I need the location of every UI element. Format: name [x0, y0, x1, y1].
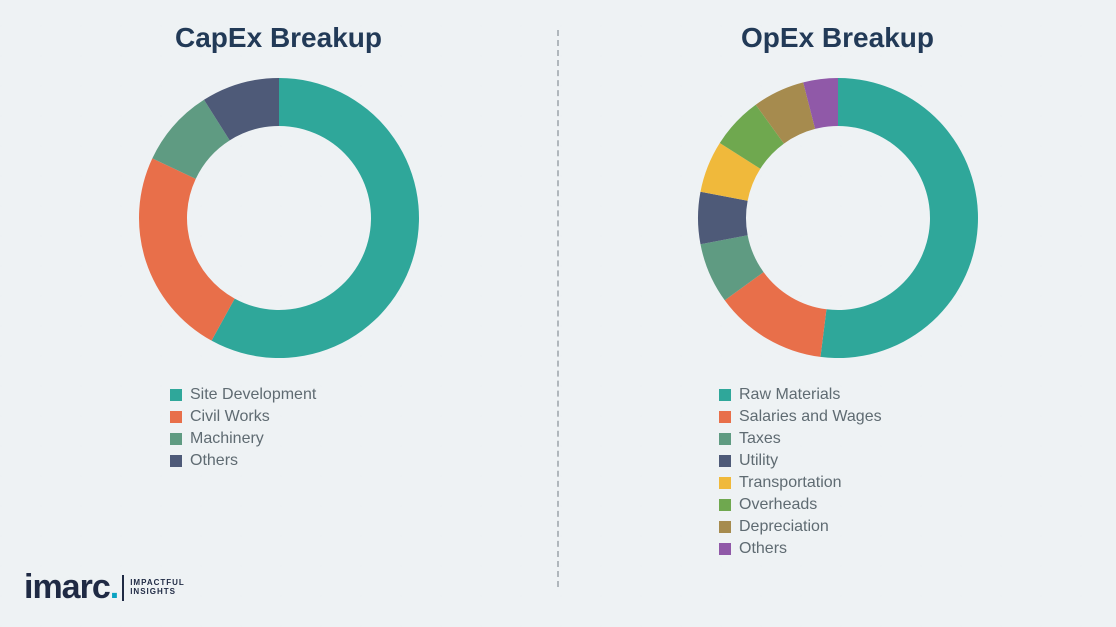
page-root: CapEx Breakup Site Development Civil Work…	[0, 0, 1116, 627]
opex-legend-row-4: Transportation	[719, 474, 882, 492]
opex-legend-swatch-6	[719, 521, 731, 533]
logo-tag-line2: INSIGHTS	[130, 587, 176, 596]
capex-legend-row-0: Site Development	[170, 386, 316, 404]
opex-slice-0	[820, 78, 978, 358]
logo-word: imarc.	[24, 568, 118, 607]
logo-separator	[122, 575, 124, 601]
capex-panel: CapEx Breakup Site Development Civil Work…	[0, 0, 557, 627]
capex-legend-label-3: Others	[190, 452, 238, 470]
capex-legend-swatch-3	[170, 455, 182, 467]
capex-donut-svg	[129, 68, 429, 368]
opex-legend: Raw Materials Salaries and Wages Taxes Util…	[579, 382, 882, 562]
opex-legend-label-0: Raw Materials	[739, 386, 840, 404]
opex-legend-label-4: Transportation	[739, 474, 842, 492]
opex-legend-swatch-1	[719, 411, 731, 423]
opex-legend-row-6: Depreciation	[719, 518, 882, 536]
opex-legend-swatch-3	[719, 455, 731, 467]
capex-legend-row-3: Others	[170, 452, 316, 470]
brand-logo: imarc. IMPACTFUL INSIGHTS	[24, 568, 185, 607]
opex-legend-swatch-5	[719, 499, 731, 511]
opex-legend-swatch-0	[719, 389, 731, 401]
opex-slice-3	[698, 192, 748, 244]
opex-legend-swatch-7	[719, 543, 731, 555]
logo-dot-icon: .	[110, 568, 118, 606]
opex-legend-row-1: Salaries and Wages	[719, 408, 882, 426]
capex-legend-label-2: Machinery	[190, 430, 264, 448]
capex-title: CapEx Breakup	[175, 22, 382, 54]
logo-text: imarc	[24, 568, 110, 606]
opex-title: OpEx Breakup	[741, 22, 934, 54]
capex-donut-chart	[129, 68, 429, 368]
opex-legend-swatch-4	[719, 477, 731, 489]
opex-legend-label-6: Depreciation	[739, 518, 829, 536]
opex-donut-chart	[688, 68, 988, 368]
opex-legend-row-2: Taxes	[719, 430, 882, 448]
opex-panel: OpEx Breakup Raw Materials Salaries and W…	[559, 0, 1116, 627]
opex-legend-row-3: Utility	[719, 452, 882, 470]
opex-legend-label-5: Overheads	[739, 496, 817, 514]
capex-slice-1	[138, 158, 234, 340]
capex-legend-row-1: Civil Works	[170, 408, 316, 426]
capex-legend-row-2: Machinery	[170, 430, 316, 448]
opex-donut-svg	[688, 68, 988, 368]
capex-legend-label-0: Site Development	[190, 386, 316, 404]
opex-legend-row-0: Raw Materials	[719, 386, 882, 404]
capex-legend-swatch-1	[170, 411, 182, 423]
capex-legend: Site Development Civil Works Machinery Othe…	[20, 382, 316, 474]
capex-legend-label-1: Civil Works	[190, 408, 270, 426]
capex-legend-swatch-0	[170, 389, 182, 401]
opex-legend-row-7: Others	[719, 540, 882, 558]
opex-legend-label-1: Salaries and Wages	[739, 408, 882, 426]
opex-legend-row-5: Overheads	[719, 496, 882, 514]
opex-legend-label-7: Others	[739, 540, 787, 558]
logo-tag-line1: IMPACTFUL	[130, 578, 185, 587]
opex-legend-label-3: Utility	[739, 452, 778, 470]
capex-legend-swatch-2	[170, 433, 182, 445]
opex-legend-swatch-2	[719, 433, 731, 445]
logo-tagline: IMPACTFUL INSIGHTS	[130, 579, 185, 597]
opex-legend-label-2: Taxes	[739, 430, 781, 448]
